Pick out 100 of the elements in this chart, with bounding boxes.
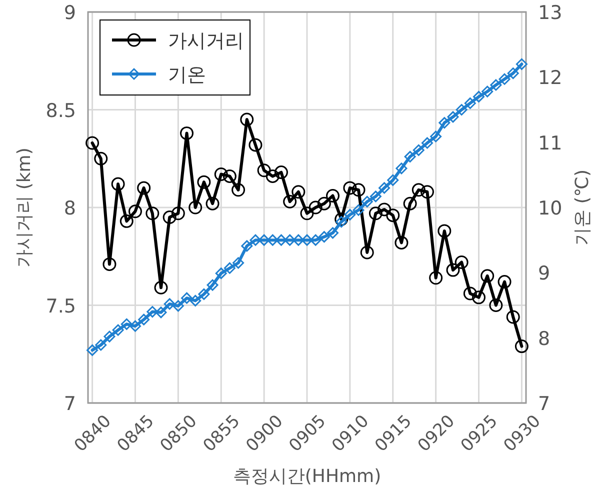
- y2-tick-label: 13: [538, 2, 562, 24]
- point: [215, 268, 227, 280]
- point: [480, 269, 494, 283]
- point: [308, 200, 322, 214]
- point: [86, 136, 100, 150]
- point: [284, 234, 296, 246]
- point: [283, 194, 297, 208]
- point: [327, 227, 339, 239]
- point: [412, 183, 426, 197]
- point: [206, 196, 220, 210]
- point: [317, 196, 331, 210]
- point: [464, 97, 476, 109]
- legend-label: 가시거리: [168, 30, 244, 52]
- point: [482, 86, 494, 98]
- point: [154, 280, 168, 294]
- point: [206, 279, 218, 291]
- point: [430, 130, 442, 142]
- y2-tick-label: 7: [538, 393, 550, 415]
- point: [489, 298, 503, 312]
- point: [326, 189, 340, 203]
- point: [94, 152, 108, 166]
- point: [222, 169, 236, 183]
- point: [214, 168, 228, 182]
- point: [181, 292, 193, 304]
- point: [472, 290, 486, 304]
- point: [155, 306, 167, 318]
- point: [463, 286, 477, 300]
- y-tick-label: 9: [64, 2, 76, 24]
- point: [180, 126, 194, 140]
- point: [412, 144, 424, 156]
- point: [292, 234, 304, 246]
- point: [344, 208, 356, 220]
- point: [386, 208, 400, 222]
- point: [387, 174, 399, 186]
- point: [258, 234, 270, 246]
- point: [292, 185, 306, 199]
- point: [498, 275, 512, 289]
- y2-axis-title: 기온 (℃): [572, 170, 593, 246]
- y2-tick-label: 10: [538, 198, 562, 220]
- point: [454, 255, 468, 269]
- point: [378, 202, 392, 216]
- point: [274, 166, 288, 180]
- point: [188, 200, 202, 214]
- point: [232, 183, 246, 197]
- point: [248, 138, 262, 152]
- x-axis-title: 측정시간(HHmm): [232, 466, 382, 487]
- point: [198, 288, 210, 300]
- point: [403, 196, 417, 210]
- point: [473, 90, 485, 102]
- legend-label: 기온: [168, 64, 206, 86]
- point: [104, 330, 116, 342]
- y2-tick-label: 9: [538, 262, 550, 285]
- y-axis-title: 가시거리 (km): [14, 148, 35, 268]
- point: [112, 324, 124, 336]
- point: [490, 79, 502, 91]
- point: [95, 339, 107, 351]
- point: [137, 181, 151, 195]
- point: [257, 164, 271, 178]
- point: [111, 177, 125, 191]
- point: [378, 182, 390, 194]
- point: [310, 234, 322, 246]
- point: [429, 271, 443, 285]
- point: [250, 234, 262, 246]
- point: [352, 183, 366, 197]
- point: [138, 314, 150, 326]
- point: [300, 206, 314, 220]
- point: [456, 104, 468, 116]
- point: [516, 58, 528, 70]
- point: [368, 206, 382, 220]
- point: [102, 257, 116, 271]
- point: [421, 137, 433, 149]
- point: [241, 240, 253, 252]
- point: [86, 344, 98, 356]
- point: [343, 181, 357, 195]
- point: [232, 257, 244, 269]
- point: [266, 169, 280, 183]
- point: [240, 112, 254, 126]
- point: [446, 263, 460, 277]
- point: [360, 246, 374, 260]
- point: [146, 206, 160, 220]
- point: [370, 190, 382, 202]
- y2-tick-label: 11: [538, 132, 562, 154]
- point: [275, 234, 287, 246]
- point: [162, 210, 176, 224]
- point: [128, 204, 142, 218]
- point: [164, 298, 176, 310]
- y-tick-label: 7.5: [46, 295, 76, 318]
- point: [172, 300, 184, 312]
- y-tick-label: 7: [64, 393, 76, 415]
- point: [129, 320, 141, 332]
- point: [438, 224, 452, 238]
- y2-tick-label: 12: [538, 67, 562, 90]
- point: [507, 68, 519, 80]
- point: [224, 262, 236, 274]
- point: [361, 196, 373, 208]
- point: [197, 175, 211, 189]
- point: [498, 73, 510, 85]
- point: [336, 216, 348, 228]
- y-tick-label: 8: [64, 198, 76, 220]
- point: [352, 204, 364, 216]
